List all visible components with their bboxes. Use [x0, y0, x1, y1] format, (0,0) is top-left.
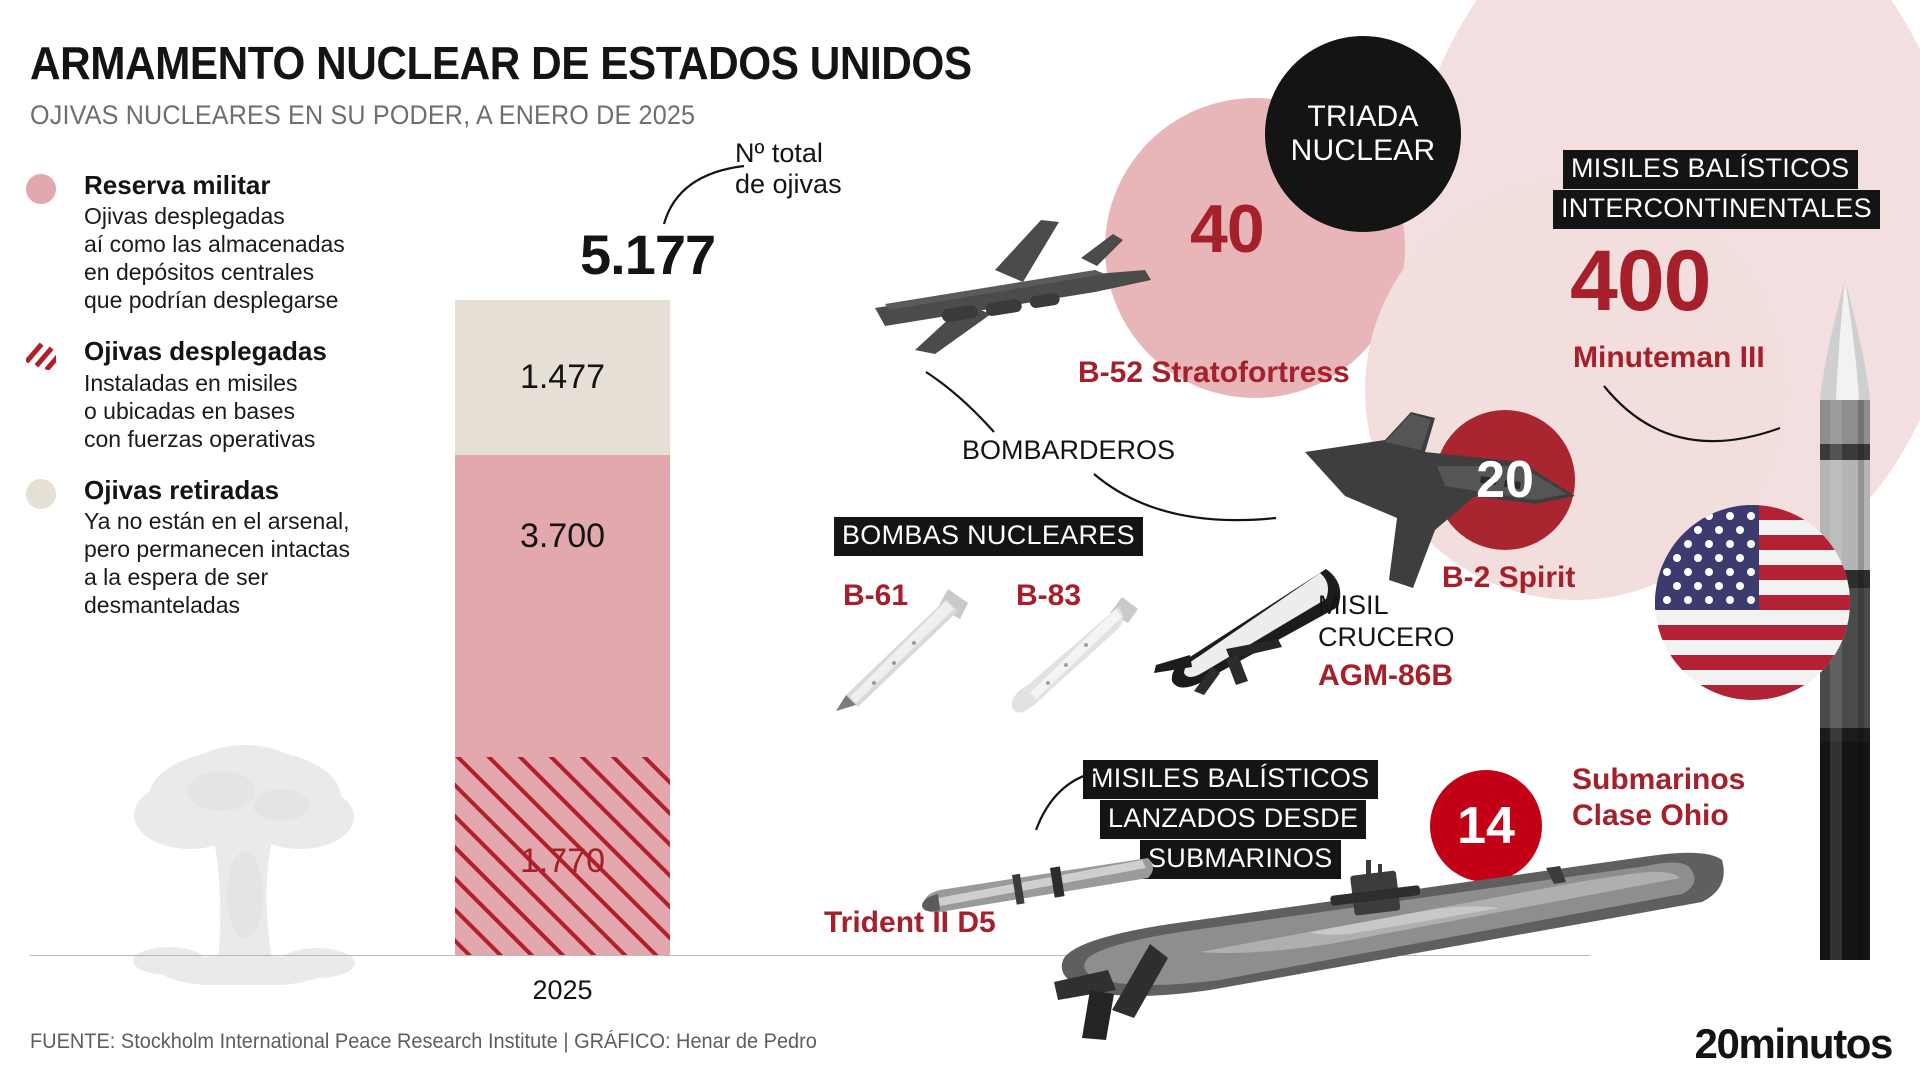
icbm-count: 400: [1570, 233, 1711, 329]
legend-item-ojivas-desplegadas: Ojivas desplegadas Instaladas en misiles…: [26, 336, 446, 452]
b61-bomb-illustration: [836, 589, 968, 711]
legend-item-desc: Ojivas desplegadas aí como las almacenad…: [84, 203, 345, 314]
b83-bomb-illustration: [1011, 597, 1138, 713]
legend-item-title: Ojivas retiradas: [84, 474, 280, 505]
agm86b-cruise-missile-illustration: [1154, 569, 1341, 695]
triada-line2: NUCLEAR: [1290, 134, 1436, 167]
usa-flag-icon: [1655, 505, 1850, 700]
stacked-bar-chart: 1.477 3.700 1.770: [455, 300, 670, 955]
red-hatch-icon: [26, 340, 56, 371]
bar-segment-retired: 1.477: [455, 300, 670, 455]
deployed-hatch-overlay: [455, 757, 670, 955]
cruise-missile-label: MISIL CRUCERO: [1318, 590, 1455, 654]
legend-item-reserva-militar: Reserva militar Ojivas desplegadas aí co…: [26, 170, 446, 314]
legend: Reserva militar Ojivas desplegadas aí co…: [26, 170, 446, 641]
triada-nuclear-label: TRIADA NUCLEAR: [1265, 36, 1461, 232]
icbm-model: Minuteman III: [1573, 341, 1765, 374]
mushroom-cloud-illustration: [133, 745, 355, 985]
bar-segment-value: 3.700: [519, 517, 606, 555]
bombers-callout-pointer-up-icon: [925, 371, 995, 433]
trident-ii-d5-missile-illustration: [922, 858, 1153, 913]
source-credit: FUENTE: Stockholm International Peace Re…: [30, 1030, 817, 1053]
icbm-callout-pointer-icon: [1603, 385, 1781, 443]
b52-bomber-illustration: [875, 220, 1151, 354]
cruise-label-line1: MISIL: [1318, 590, 1389, 620]
icbm-header-line1: MISILES BALÍSTICOS: [1563, 150, 1858, 189]
slbm-header-line2: LANZADOS DESDE: [1100, 800, 1367, 839]
slbm-model: Trident II D5: [824, 906, 996, 939]
total-callout: Nº total de ojivas: [735, 138, 842, 200]
brand-logo: 20minutos: [1694, 1020, 1894, 1067]
b2-count: 20: [1476, 451, 1534, 509]
cruise-label-line2: CRUCERO: [1318, 621, 1455, 652]
page-subtitle: OJIVAS NUCLEARES EN SU PODER, A ENERO DE…: [30, 100, 696, 130]
bar-segment-reserve: 3.700 1.770: [455, 455, 670, 955]
submarine-label-line1: Submarinos: [1572, 763, 1746, 796]
x-axis-tick-2025: 2025: [532, 975, 593, 1005]
pink-dot-icon: [26, 174, 56, 204]
legend-item-desc: Ya no están en el arsenal, pero permanec…: [84, 507, 350, 618]
submarine-label-line2: Clase Ohio: [1572, 799, 1729, 832]
beige-dot-icon: [26, 478, 56, 509]
total-callout-pointer-icon: [662, 164, 745, 225]
bomb-b83-label: B-83: [1016, 579, 1082, 612]
minuteman-iii-missile-illustration: [1820, 280, 1870, 960]
chart-baseline: [30, 955, 1590, 956]
deployed-value: 1.770: [519, 842, 606, 880]
icbm-header-line2: INTERCONTINENTALES: [1553, 190, 1880, 229]
slbm-header-line1: MISILES BALÍSTICOS: [1083, 760, 1378, 799]
b52-count: 40: [1190, 191, 1265, 267]
legend-item-desc: Instaladas en misiles o ubicadas en base…: [84, 369, 316, 452]
legend-item-title: Reserva militar: [84, 170, 271, 200]
submarine-label: Submarinos Clase Ohio: [1572, 762, 1745, 834]
page-title: ARMAMENTO NUCLEAR DE ESTADOS UNIDOS: [30, 37, 972, 89]
bombers-callout: BOMBARDEROS: [962, 435, 1176, 465]
legend-item-title: Ojivas desplegadas: [84, 336, 327, 367]
submarine-count: 14: [1457, 797, 1515, 855]
total-callout-line2: de ojivas: [735, 169, 842, 200]
bombs-header: BOMBAS NUCLEARES: [834, 517, 1143, 556]
bombers-callout-pointer-down-icon: [1093, 473, 1277, 522]
b2-spirit-illustration: [1305, 412, 1575, 588]
total-value: 5.177: [580, 223, 716, 286]
b52-label: B-52 Stratofortress: [1078, 356, 1350, 389]
ohio-class-submarine-illustration: [1054, 852, 1724, 1040]
legend-item-ojivas-retiradas: Ojivas retiradas Ya no están en el arsen…: [26, 475, 446, 619]
bar-segment-value: 1.477: [519, 358, 606, 396]
triada-line1: TRIADA: [1307, 100, 1419, 134]
cruise-missile-model: AGM-86B: [1318, 659, 1454, 692]
bomb-b61-label: B-61: [843, 579, 909, 612]
b2-label: B-2 Spirit: [1442, 561, 1576, 594]
total-callout-line1: Nº total: [735, 138, 823, 168]
slbm-callout-pointer-icon: [1034, 770, 1097, 831]
slbm-header-line3: SUBMARINOS: [1140, 840, 1341, 879]
